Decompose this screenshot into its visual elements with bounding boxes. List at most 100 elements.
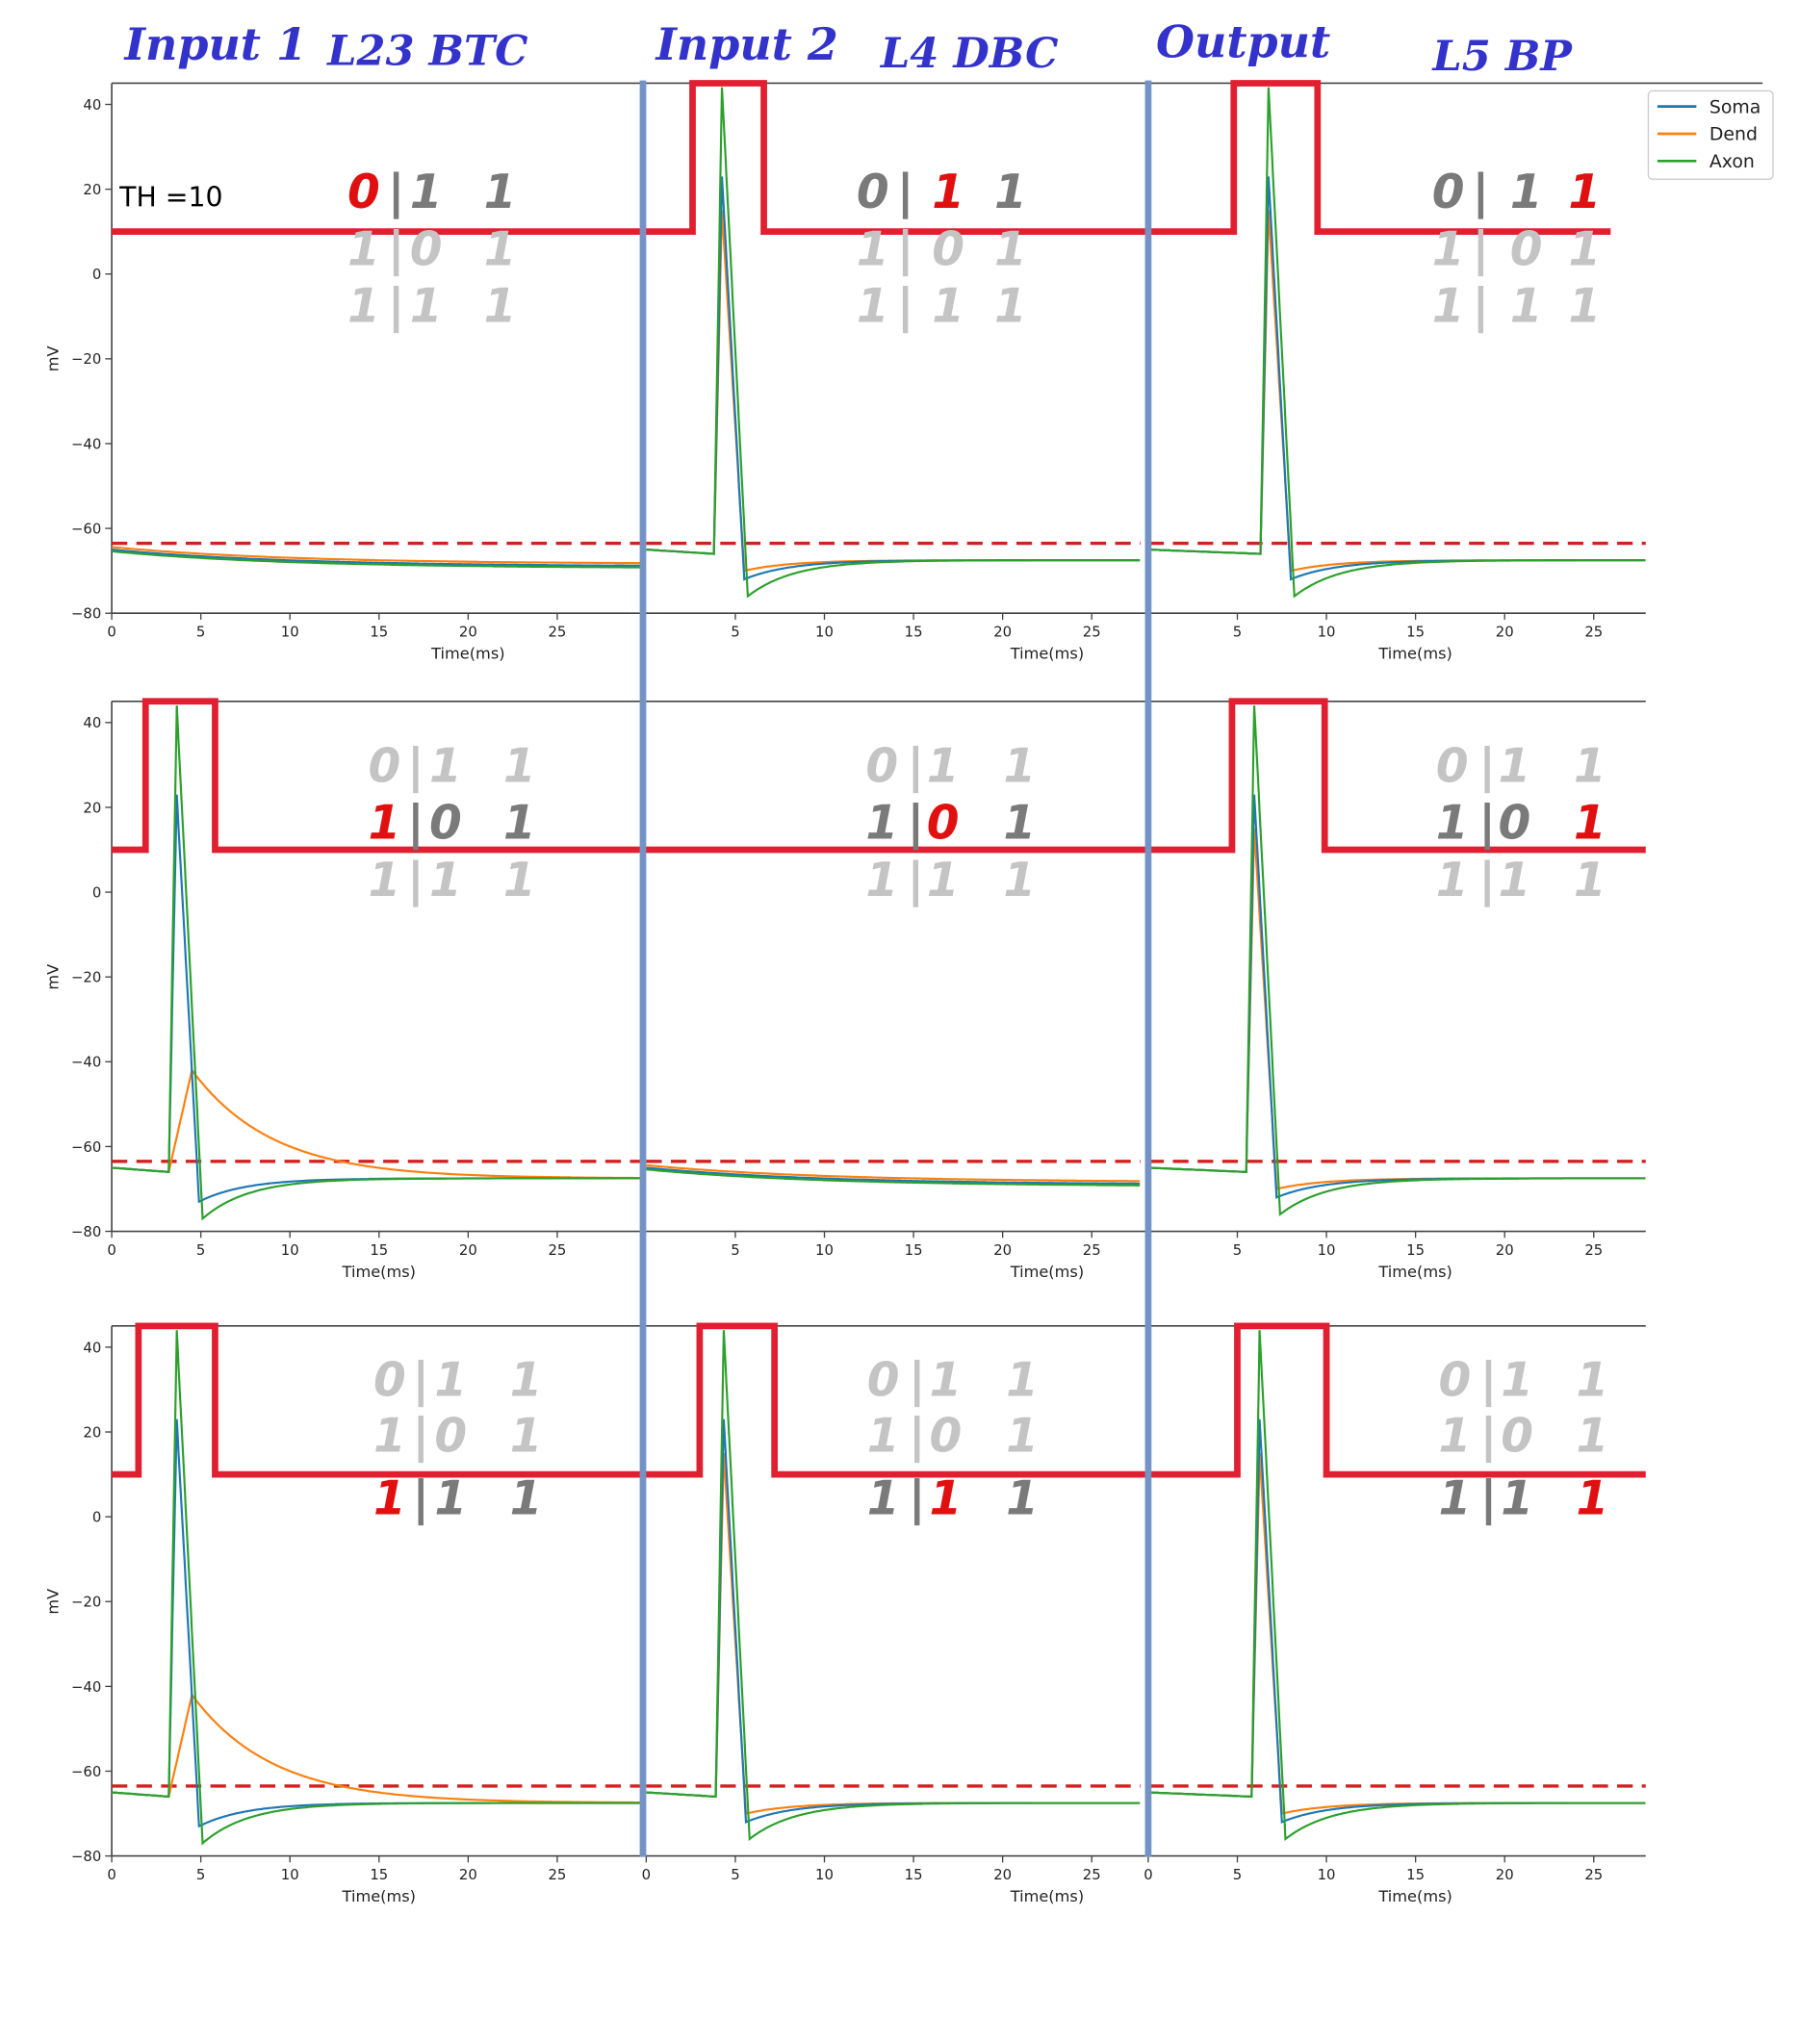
truth-table-digit: 1 (865, 854, 898, 907)
truth-table-digit: 1 (1510, 280, 1543, 334)
x-tick-label: 5 (196, 624, 205, 640)
truth-table-digit: 1 (1006, 1410, 1039, 1464)
truth-table-separator: | (1472, 166, 1489, 219)
truth-table-digit: 1 (927, 739, 960, 793)
truth-table-separator: | (1480, 1471, 1498, 1525)
y-axis-label: mV (44, 1589, 63, 1615)
truth-table-separator: | (407, 797, 424, 851)
truth-table-digit: 1 (1003, 739, 1036, 793)
x-tick-label: 20 (459, 1867, 477, 1883)
truth-table-separator: | (1480, 1410, 1498, 1464)
truth-table-digit: 1 (484, 222, 517, 276)
truth-table-digit: 1 (1574, 739, 1606, 793)
truth-table-separator: | (907, 854, 924, 907)
truth-table-digit: 1 (429, 854, 462, 907)
truth-table-digit: 0 (410, 222, 443, 276)
legend-box (1647, 89, 1774, 180)
trace-soma (1147, 794, 1646, 1199)
truth-table-digit: 1 (369, 854, 401, 907)
x-tick-label: 0 (107, 624, 116, 640)
y-tick-label: −40 (71, 436, 101, 452)
x-tick-label: 10 (281, 624, 299, 640)
header-l23-btc: L23 BTC (325, 26, 527, 75)
truth-table-digit: 1 (1006, 1471, 1039, 1525)
truth-table-digit: 0 (865, 739, 898, 793)
trace-axon (1147, 87, 1646, 599)
truth-table-digit: 1 (1501, 1471, 1533, 1525)
header-input-1: Input 1 (123, 18, 307, 70)
trace-dend (111, 1067, 641, 1180)
truth-table-r3-c3: 0 | 1 11 | 0 11 | 1 1 (1438, 1354, 1608, 1526)
x-axis-label: Time(ms) (1377, 1263, 1452, 1281)
x-tick-label: 25 (1584, 624, 1603, 640)
truth-table-digit: 1 (410, 166, 443, 219)
x-tick-label: 10 (1318, 1867, 1336, 1883)
truth-table-separator: | (1478, 854, 1496, 907)
truth-table-digit: 1 (1432, 222, 1465, 276)
signal-line (112, 80, 1611, 236)
x-tick-label: 5 (1233, 624, 1242, 640)
trace-axon (646, 87, 1141, 599)
x-tick-label: 20 (459, 1242, 477, 1259)
truth-table-r3-c2: 0 | 1 11 | 0 11 | 1 1 (867, 1354, 1039, 1526)
y-tick-label: −40 (71, 1679, 101, 1696)
truth-table-digit: 1 (1577, 1354, 1609, 1408)
y-tick-label: −80 (71, 1224, 101, 1240)
truth-table-digit: 1 (1568, 222, 1601, 276)
y-tick-label: 40 (83, 1340, 101, 1356)
truth-table-r3-c1: 0 | 1 11 | 0 11 | 1 1 (373, 1354, 542, 1526)
x-tick-label: 25 (1083, 1242, 1101, 1259)
x-tick-label: 15 (1406, 1867, 1425, 1883)
truth-table-digit: 0 (857, 166, 889, 219)
truth-table-separator: | (897, 280, 914, 334)
truth-table-digit: 1 (373, 1410, 406, 1464)
trace-dend (646, 1163, 1141, 1183)
truth-table-digit: 1 (503, 797, 536, 851)
trace-dend (111, 1692, 641, 1804)
x-tick-label: 25 (1584, 1242, 1603, 1259)
x-tick-label: 5 (731, 1867, 739, 1883)
truth-table-digit: 1 (373, 1471, 406, 1525)
truth-table-separator: | (909, 1354, 926, 1408)
x-tick-label: 20 (1496, 1867, 1514, 1883)
trace-dend (1147, 828, 1646, 1190)
x-tick-label: 15 (1406, 1242, 1425, 1259)
truth-table-digit: 1 (932, 166, 964, 219)
truth-table-digit: 1 (484, 166, 517, 219)
y-tick-label: −20 (71, 1595, 101, 1611)
y-tick-label: 0 (92, 1510, 101, 1526)
truth-table-digit: 0 (434, 1410, 467, 1464)
x-tick-label: 0 (642, 1867, 651, 1883)
truth-table-digit: 1 (1574, 797, 1606, 851)
x-tick-label: 20 (993, 1242, 1012, 1259)
truth-table-separator: | (909, 1410, 926, 1464)
truth-table-digit: 1 (1577, 1410, 1609, 1464)
truth-table-digit: 1 (1568, 280, 1601, 334)
x-axis-label: Time(ms) (1377, 1887, 1452, 1905)
truth-table-r1-c3: 0 | 1 11 | 0 11 | 1 1 (1432, 166, 1601, 334)
truth-table-digit: 1 (867, 1471, 900, 1525)
truth-table-separator: | (909, 1471, 926, 1525)
trace-axon (111, 1330, 641, 1846)
x-tick-label: 5 (731, 1242, 739, 1259)
truth-table-digit: 1 (510, 1471, 543, 1525)
x-tick-label: 10 (281, 1867, 299, 1883)
x-axis-label: Time(ms) (342, 1263, 416, 1281)
truth-table-digit: 1 (857, 280, 889, 334)
x-tick-label: 20 (993, 624, 1012, 640)
truth-table-digit: 1 (429, 739, 462, 793)
truth-table-digit: 1 (434, 1354, 467, 1408)
x-axis-label: Time(ms) (342, 1887, 416, 1905)
y-tick-label: 20 (83, 182, 101, 198)
truth-table-digit: 1 (994, 166, 1027, 219)
truth-table-digit: 0 (932, 222, 964, 276)
x-tick-label: 15 (905, 624, 923, 640)
x-tick-label: 25 (548, 1867, 566, 1883)
y-tick-label: 40 (83, 715, 101, 731)
header-output: Output (1156, 15, 1330, 67)
x-tick-label: 0 (1144, 1867, 1152, 1883)
truth-table-r2-c1: 0 | 1 11 | 0 11 | 1 1 (369, 739, 536, 907)
column-headers: Input 1 L23 BTC Input 2 L4 DBC Output L5… (123, 15, 1574, 80)
